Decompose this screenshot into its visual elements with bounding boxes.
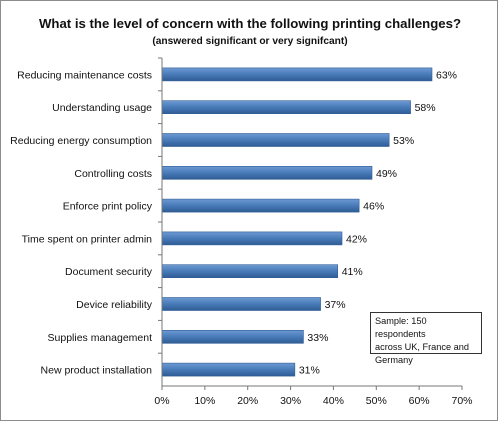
value-label: 31% xyxy=(299,365,320,377)
category-label: Reducing maintenance costs xyxy=(17,69,152,81)
chart-subtitle: (answered significant or very signifcant… xyxy=(152,36,348,47)
x-tick-label: 20% xyxy=(237,395,258,407)
value-label: 41% xyxy=(342,266,363,278)
x-tick-label: 40% xyxy=(323,395,344,407)
sample-annotation-line: across UK, France and xyxy=(375,342,469,352)
category-label: Enforce print policy xyxy=(63,201,153,213)
value-label: 58% xyxy=(415,102,436,114)
value-label: 37% xyxy=(325,299,346,311)
category-label: Controlling costs xyxy=(74,168,152,180)
x-tick-label: 0% xyxy=(154,395,169,407)
value-label: 42% xyxy=(346,233,367,245)
bar xyxy=(161,329,304,344)
category-label: Understanding usage xyxy=(52,102,152,114)
x-tick-label: 60% xyxy=(409,395,430,407)
bar xyxy=(161,166,373,180)
x-tick-label: 50% xyxy=(366,395,387,407)
x-tick-label: 30% xyxy=(280,395,301,407)
x-tick-label: 70% xyxy=(451,395,472,407)
value-label: 46% xyxy=(363,201,384,213)
sample-annotation: Sample: 150 respondents across UK, Franc… xyxy=(370,312,482,365)
bar xyxy=(161,100,411,114)
category-label: Supplies management xyxy=(48,332,153,344)
value-label: 53% xyxy=(393,135,414,147)
bar xyxy=(161,133,390,147)
bar xyxy=(161,67,433,82)
category-label: Reducing energy consumption xyxy=(10,135,152,147)
category-label: Time spent on printer admin xyxy=(22,233,152,245)
x-tick-label: 10% xyxy=(194,395,215,407)
value-label: 49% xyxy=(376,168,397,180)
bar xyxy=(161,231,343,246)
bar xyxy=(161,264,339,279)
bar xyxy=(161,297,321,311)
value-label: 63% xyxy=(436,69,457,81)
category-label: New product installation xyxy=(41,365,153,377)
sample-annotation-line: Sample: 150 respondents xyxy=(375,316,427,339)
sample-annotation-line: Germany xyxy=(375,355,413,365)
value-label: 33% xyxy=(307,332,328,344)
category-label: Device reliability xyxy=(76,299,153,311)
chart-title: What is the level of concern with the fo… xyxy=(38,16,462,31)
category-label: Document security xyxy=(65,266,153,278)
bar xyxy=(161,362,296,377)
bar xyxy=(161,198,360,213)
